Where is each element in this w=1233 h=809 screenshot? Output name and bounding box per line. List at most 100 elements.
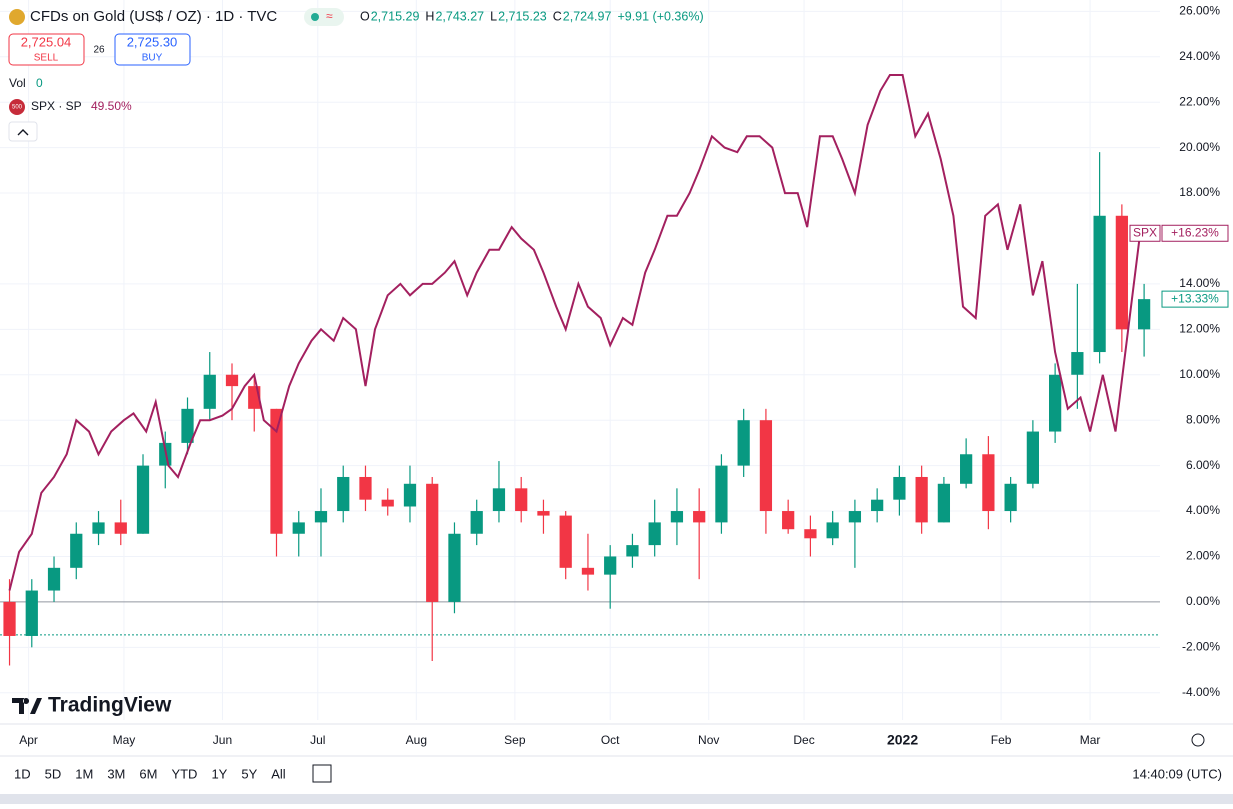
x-tick-label: Sep <box>504 733 526 747</box>
y-tick-label: 20.00% <box>1179 140 1220 154</box>
candle-body <box>537 511 550 516</box>
range-button[interactable]: 5D <box>45 766 62 781</box>
candle-body <box>693 511 706 523</box>
sell-button[interactable] <box>8 33 85 66</box>
last-label: +13.33% <box>1171 291 1219 305</box>
buy-label: BUY <box>142 53 163 64</box>
candle-body <box>515 488 528 512</box>
range-button[interactable]: 1M <box>75 766 93 781</box>
candle-body <box>47 567 61 591</box>
candle-body <box>960 454 973 484</box>
ohlc-value: 2,715.23 <box>498 9 547 23</box>
compare-last-box <box>1161 224 1229 242</box>
y-tick-label: 18.00% <box>1179 185 1220 199</box>
x-tick-label: Dec <box>793 733 814 747</box>
candle-body <box>804 529 817 539</box>
spread: 26 <box>93 45 105 56</box>
candle-body <box>982 454 995 512</box>
x-tick-label: Mar <box>1080 733 1101 747</box>
marks: SPX +16.23% +13.33% <box>3 74 1229 666</box>
logo-icon <box>12 698 42 714</box>
range-button[interactable]: 6M <box>139 766 157 781</box>
range-button[interactable]: 1D <box>14 766 31 781</box>
bottom-strip <box>0 794 1233 804</box>
y-tick-label: 12.00% <box>1179 322 1220 336</box>
candle-body <box>1093 215 1106 353</box>
candle-body <box>92 522 105 534</box>
candle-body <box>1004 483 1017 512</box>
last-box <box>1161 290 1229 308</box>
collapse-button[interactable] <box>8 121 38 142</box>
compare-badge <box>9 99 25 115</box>
range-button[interactable]: 3M <box>107 766 125 781</box>
candle-body <box>337 476 350 512</box>
x-tick-label: Feb <box>991 733 1012 747</box>
vol-value: 0 <box>36 76 43 90</box>
candle-body <box>292 522 305 534</box>
ohlc-key: C <box>553 9 562 23</box>
x-tick-label: Nov <box>698 733 719 747</box>
range-button[interactable]: 5Y <box>241 766 257 781</box>
y-tick-label: 6.00% <box>1186 458 1220 472</box>
clock: 14:40:09 (UTC) <box>1132 766 1222 781</box>
x-tick-label: Apr <box>19 733 38 747</box>
range-button[interactable]: All <box>271 766 286 781</box>
candle-body <box>782 511 795 530</box>
candle-body <box>648 522 661 546</box>
candle-body <box>626 545 639 557</box>
candle-body <box>359 476 372 500</box>
status-dot <box>311 13 319 21</box>
symbol-title[interactable]: CFDs on Gold (US$ / OZ) · 1D · TVC <box>30 8 277 25</box>
ohlc-value: 2,743.27 <box>435 9 484 23</box>
candle-body <box>270 408 283 534</box>
candle-body <box>759 420 773 512</box>
y-tick-label: 14.00% <box>1179 276 1220 290</box>
candle-body <box>1071 352 1084 375</box>
candle-body <box>181 408 194 443</box>
buy-price: 2,725.30 <box>127 34 178 49</box>
candle-body <box>426 483 439 602</box>
collapse-icon <box>17 129 29 136</box>
compare-label: SPX · SP <box>31 99 82 113</box>
compare-last-label: +16.23% <box>1171 225 1219 239</box>
candle-body <box>1049 374 1062 432</box>
candle-body <box>737 420 750 466</box>
sell-price: 2,725.04 <box>21 34 72 49</box>
candle-body <box>136 465 150 534</box>
symbol-icon <box>9 9 25 25</box>
x-tick-label: May <box>113 733 136 747</box>
ohlc-value: 2,724.97 <box>563 9 612 23</box>
candle-body <box>604 556 617 575</box>
ohlc: O 2,715.29 H 2,743.27 L 2,715.23 C 2,724.97 +9.9… <box>360 9 704 23</box>
date-range-icon[interactable] <box>312 764 332 783</box>
range-button[interactable]: 1Y <box>211 766 227 781</box>
y-tick-label: 22.00% <box>1179 94 1220 108</box>
candle-body <box>448 533 461 602</box>
y-tick-label: 8.00% <box>1186 412 1220 426</box>
status-pill[interactable] <box>304 8 344 26</box>
candle-body <box>25 590 38 636</box>
candle-body <box>70 533 83 568</box>
candle-body <box>581 567 595 575</box>
candle-body <box>381 499 394 507</box>
x-tick-label: Oct <box>601 733 620 747</box>
range-button[interactable]: YTD <box>171 766 197 781</box>
ohlc-key: O <box>360 9 370 23</box>
candle-body <box>1137 299 1151 330</box>
y-tick-label: 24.00% <box>1179 49 1220 63</box>
ohlc-value: +9.91 (+0.36%) <box>617 9 703 23</box>
x-tick-label: Jul <box>310 733 325 747</box>
ohlc-key: H <box>425 9 434 23</box>
y-tick-label: 0.00% <box>1186 594 1220 608</box>
ohlc-value: 2,715.29 <box>371 9 420 23</box>
settings-icon[interactable] <box>1191 733 1205 747</box>
x-tick-label: Aug <box>406 733 427 747</box>
logo-text: TradingView <box>48 694 172 717</box>
compare-name: SPX <box>1133 225 1157 239</box>
x-tick-label: Jun <box>213 733 232 747</box>
buy-button[interactable] <box>114 33 191 66</box>
candle-body <box>915 476 928 523</box>
